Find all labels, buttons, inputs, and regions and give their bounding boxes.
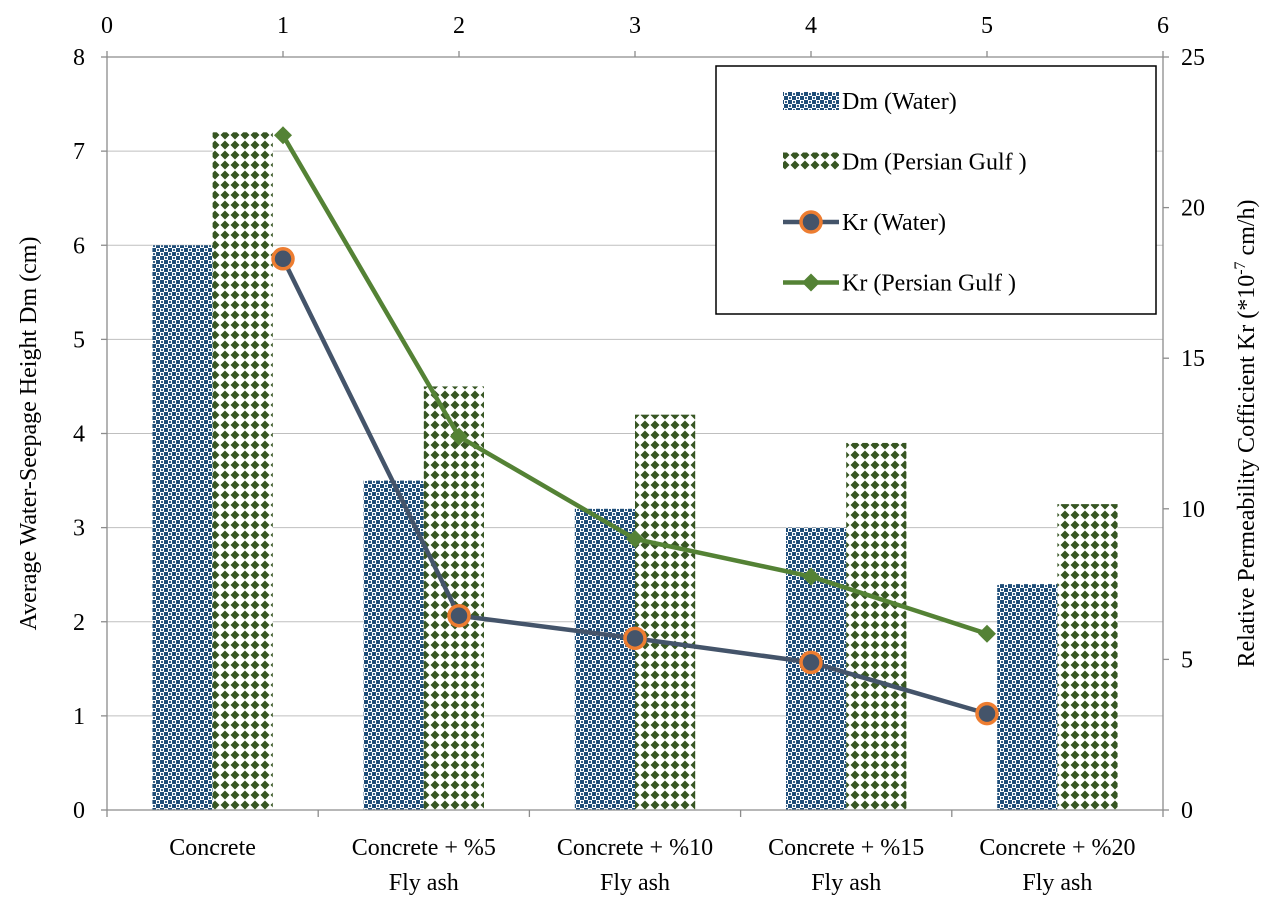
marker-kr-persian-gulf [274,126,292,145]
right-tick-label: 15 [1181,346,1205,372]
top-tick-label: 5 [981,13,993,39]
legend-marker-kr-water [799,210,823,234]
category-label: Fly ash [1022,870,1092,896]
category-label: Fly ash [389,870,459,896]
left-tick-label: 0 [73,798,85,824]
bar-dm-persian-gulf [423,386,484,810]
legend-swatch-dm-water [783,92,839,110]
right-tick-label: 0 [1181,798,1193,824]
bar-dm-persian-gulf [1057,504,1118,810]
marker-kr-persian-gulf [450,427,468,446]
marker-kr-water [623,626,647,651]
right-tick-label: 10 [1181,497,1205,523]
left-tick-label: 2 [73,610,85,636]
bar-dm-water [152,245,213,810]
left-tick-label: 1 [73,704,85,730]
legend-label: Kr (Water) [842,210,946,236]
marker-kr-water [975,701,999,726]
bar-dm-water [997,584,1058,810]
marker-kr-persian-gulf [978,624,996,643]
top-tick-label: 6 [1157,13,1169,39]
category-label: Fly ash [600,870,670,896]
marker-kr-persian-gulf [626,529,644,548]
marker-kr-water [799,650,823,675]
category-label: Concrete + %5 [352,835,496,861]
left-tick-label: 4 [73,422,85,448]
marker-kr-water [447,603,471,628]
top-tick-label: 3 [629,13,641,39]
left-tick-label: 5 [73,327,85,353]
right-axis-title: Relative Permeability Cofficient Kr (*10… [1232,199,1260,667]
legend-label: Dm (Water) [842,89,957,115]
right-tick-label: 25 [1181,45,1205,71]
marker-kr-persian-gulf [802,567,820,586]
right-tick-label: 20 [1181,196,1205,222]
bar-dm-persian-gulf [846,442,907,810]
left-axis-title: Average Water-Seepage Height Dm (cm) [16,237,42,631]
bar-dm-persian-gulf [635,414,696,810]
category-label: Concrete + %10 [557,835,713,861]
left-tick-label: 3 [73,516,85,542]
left-tick-label: 8 [73,45,85,71]
left-tick-label: 6 [73,233,85,259]
marker-kr-water [271,247,295,271]
category-label: Concrete [169,835,256,861]
category-label: Fly ash [811,870,881,896]
bar-dm-water [363,480,424,810]
right-tick-label: 5 [1181,647,1193,673]
category-label: Concrete + %15 [768,835,924,861]
left-tick-label: 7 [73,139,85,165]
top-tick-label: 2 [453,13,465,39]
category-label: Concrete + %20 [979,835,1135,861]
top-tick-label: 1 [277,13,289,39]
top-tick-label: 0 [101,13,113,39]
top-tick-label: 4 [805,13,817,39]
legend-label: Kr (Persian Gulf ) [842,271,1016,297]
legend-swatch-dm-persian-gulf [783,152,839,171]
legend-label: Dm (Persian Gulf ) [842,150,1027,176]
legend-marker-kr-persian-gulf [802,273,820,292]
bar-dm-water [574,508,635,810]
bar-dm-persian-gulf [212,132,273,811]
